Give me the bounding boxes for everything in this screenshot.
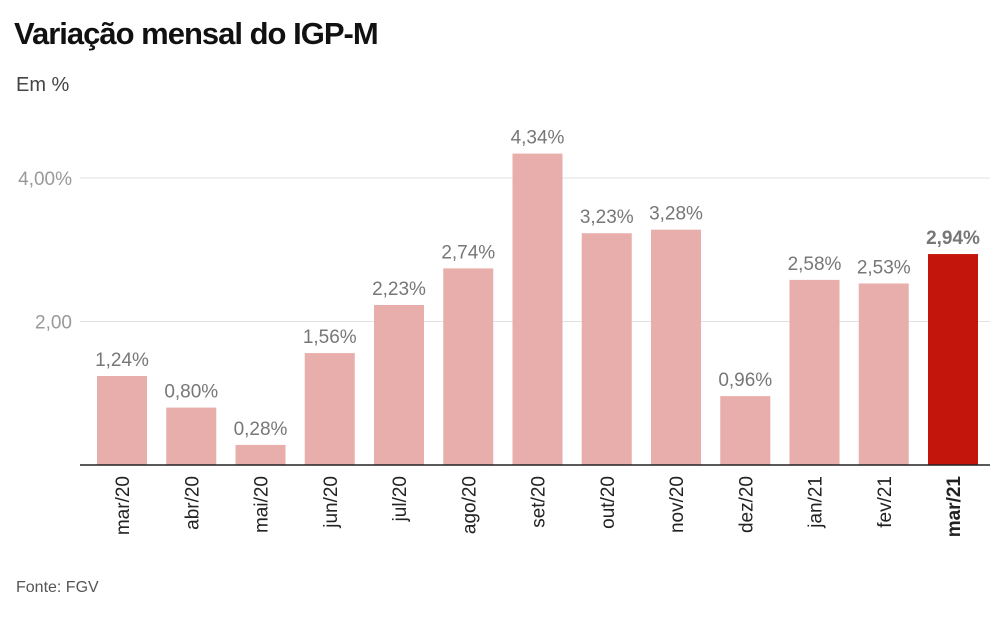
data-label: 4,34% (511, 128, 565, 149)
bar (235, 444, 286, 465)
bar (928, 254, 978, 465)
bar (581, 233, 632, 465)
x-tick-label: mai/20 (252, 476, 273, 533)
x-tick-label: abr/20 (182, 476, 203, 530)
data-label: 2,94% (926, 228, 980, 249)
bar (374, 304, 424, 465)
data-label: 2,53% (857, 257, 911, 278)
data-label: 2,74% (441, 242, 495, 263)
x-tick-label: jan/21 (806, 476, 827, 529)
data-label: 2,23% (372, 279, 426, 300)
y-tick-label: 4,00% (18, 169, 72, 190)
bar (651, 229, 701, 465)
x-tick-label: jun/20 (321, 476, 342, 529)
x-tick-label: jul/20 (390, 476, 411, 522)
data-label: 0,80% (164, 382, 218, 403)
bar (720, 396, 771, 465)
x-tick-label: mar/21 (944, 476, 965, 538)
bar (789, 279, 840, 465)
x-tick-label: ago/20 (459, 476, 480, 534)
chart-title: Variação mensal do IGP-M (14, 16, 379, 51)
data-label: 1,24% (95, 350, 149, 371)
data-label: 2,58% (788, 254, 842, 275)
bar (166, 407, 217, 465)
chart-source: Fonte: FGV (16, 579, 99, 596)
x-tick-label: mar/20 (113, 476, 134, 535)
chart-subtitle: Em % (16, 74, 70, 96)
y-tick-label: 2,00 (35, 313, 72, 334)
data-label: 3,28% (649, 204, 703, 225)
data-label: 0,96% (718, 370, 772, 391)
bar (304, 353, 355, 465)
data-label: 1,56% (303, 327, 357, 348)
bar (512, 153, 563, 466)
bar (97, 376, 147, 465)
bar (858, 283, 909, 465)
x-tick-label: nov/20 (667, 476, 688, 533)
x-tick-label: out/20 (598, 476, 619, 529)
data-label: 0,28% (234, 419, 288, 440)
x-tick-label: set/20 (529, 476, 550, 528)
bar (443, 268, 494, 465)
x-tick-label: dez/20 (736, 476, 757, 533)
data-label: 3,23% (580, 207, 634, 228)
x-tick-label: fev/21 (875, 476, 896, 528)
